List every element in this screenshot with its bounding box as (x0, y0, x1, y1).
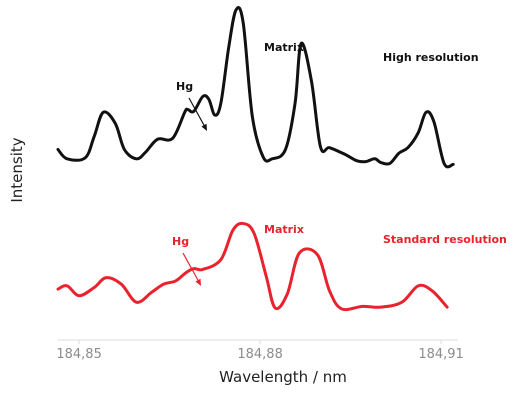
series-layer (56, 6, 455, 312)
annotation-hg-high: Hg (176, 80, 193, 93)
hg-high-arrow (188, 97, 206, 128)
annotation-high-resolution: High resolution (383, 51, 479, 64)
hg-standard-arrow (182, 252, 200, 283)
x-tick-layer: 184,85 184,88 184,91 (56, 340, 464, 362)
x-tick-label-2: 184,91 (418, 347, 464, 362)
annotation-standard-resolution: Standard resolution (383, 233, 507, 246)
x-tick-label-0: 184,85 (56, 347, 102, 362)
hg-high-arrowhead (201, 123, 207, 131)
series-line-standard-resolution (56, 221, 449, 312)
series-line-high-resolution (56, 6, 455, 169)
x-axis-title: Wavelength / nm (219, 368, 347, 386)
hg-standard-arrowhead (195, 278, 201, 286)
y-axis-title: Intensity (8, 137, 26, 202)
annotation-matrix-high: Matrix (264, 41, 304, 54)
x-tick-label-1: 184,88 (237, 347, 283, 362)
annotation-hg-standard: Hg (172, 235, 189, 248)
annotation-matrix-standard: Matrix (264, 223, 304, 236)
annotation-layer: Matrix High resolution Hg Matrix Standar… (172, 41, 507, 286)
